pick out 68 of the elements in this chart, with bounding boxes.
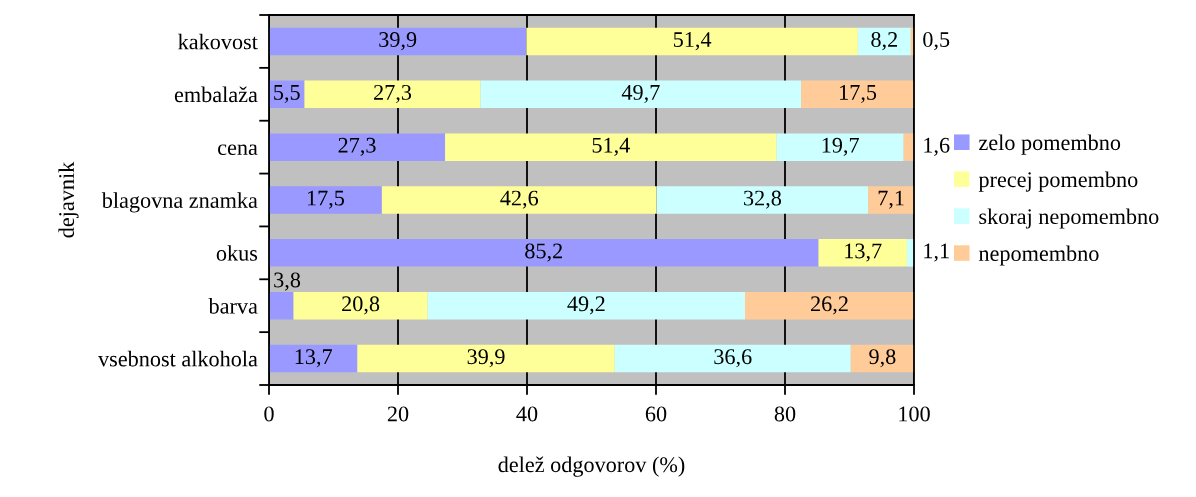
y-tick-label: cena bbox=[218, 144, 258, 156]
data-label: 13,7 bbox=[295, 349, 332, 368]
data-label: 17,5 bbox=[840, 84, 877, 104]
x-axis-title: delež odgovorov (%) bbox=[498, 456, 685, 477]
data-label: 8,2 bbox=[871, 31, 897, 51]
y-axis-title: dejavnik bbox=[58, 161, 79, 238]
bar bbox=[304, 80, 481, 109]
y-tick-label: embalaža bbox=[174, 86, 258, 103]
bar bbox=[427, 291, 746, 320]
bar bbox=[480, 80, 802, 109]
data-label: 19,7 bbox=[822, 137, 859, 156]
y-tick-label: vsebnost alkohola bbox=[98, 350, 258, 367]
data-label: 36,6 bbox=[714, 349, 752, 368]
bar bbox=[269, 344, 358, 373]
bar bbox=[818, 239, 907, 267]
x-tick-label: 40 bbox=[516, 406, 538, 422]
bar bbox=[801, 80, 914, 109]
bar bbox=[269, 27, 527, 56]
legend-label: precej pomembno bbox=[978, 171, 1138, 192]
data-label: 39,9 bbox=[379, 32, 417, 51]
data-label: 17,5 bbox=[307, 190, 345, 209]
bar bbox=[526, 27, 858, 56]
data-label: 39,9 bbox=[467, 349, 505, 368]
data-label: 49,7 bbox=[621, 84, 660, 104]
data-label: 5,5 bbox=[274, 85, 300, 104]
bar bbox=[269, 291, 294, 320]
bar bbox=[381, 186, 657, 214]
x-tick-label: 60 bbox=[645, 406, 667, 422]
bar bbox=[269, 186, 382, 214]
y-tick-label: kakovost bbox=[178, 33, 258, 50]
data-label: 0,5 bbox=[923, 31, 950, 51]
bar bbox=[745, 291, 914, 320]
legend-label: zelo pomembno bbox=[979, 134, 1121, 155]
data-label: 85,2 bbox=[525, 243, 562, 262]
data-label: 3,8 bbox=[274, 272, 301, 291]
y-tick-label: blagovna znamka bbox=[101, 192, 258, 213]
data-label: 32,8 bbox=[744, 190, 782, 209]
data-label: 27,3 bbox=[374, 84, 412, 104]
data-label: 7,1 bbox=[878, 190, 904, 209]
data-label: 42,6 bbox=[500, 190, 539, 209]
data-label: 49,2 bbox=[567, 296, 605, 315]
data-label: 1,6 bbox=[924, 137, 950, 156]
data-label: 1,1 bbox=[924, 243, 949, 262]
bar bbox=[776, 133, 904, 161]
x-tick-label: 20 bbox=[387, 406, 409, 422]
y-tick-label: okus bbox=[216, 245, 258, 261]
bar bbox=[293, 291, 428, 320]
data-label: 20,8 bbox=[342, 296, 380, 315]
bar bbox=[614, 344, 851, 373]
bar bbox=[445, 133, 777, 161]
bar bbox=[868, 186, 914, 214]
data-label: 51,4 bbox=[673, 32, 712, 51]
data-label: 13,7 bbox=[845, 243, 882, 262]
bar bbox=[269, 239, 819, 267]
bar bbox=[857, 27, 911, 56]
legend-label: nepomembno bbox=[978, 245, 1099, 266]
data-label: 9,8 bbox=[869, 349, 896, 368]
x-tick-label: 100 bbox=[899, 406, 930, 422]
bar bbox=[656, 186, 869, 214]
legend-label: skoraj nepomembno bbox=[979, 208, 1159, 229]
x-tick-label: 80 bbox=[774, 406, 796, 422]
bar bbox=[357, 344, 615, 373]
bar bbox=[269, 133, 446, 161]
y-tick-label: barva bbox=[208, 298, 258, 314]
data-label: 51,4 bbox=[592, 137, 630, 156]
data-label: 26,2 bbox=[811, 296, 848, 315]
x-tick-label: 0 bbox=[264, 406, 274, 422]
data-label: 27,3 bbox=[338, 137, 376, 156]
